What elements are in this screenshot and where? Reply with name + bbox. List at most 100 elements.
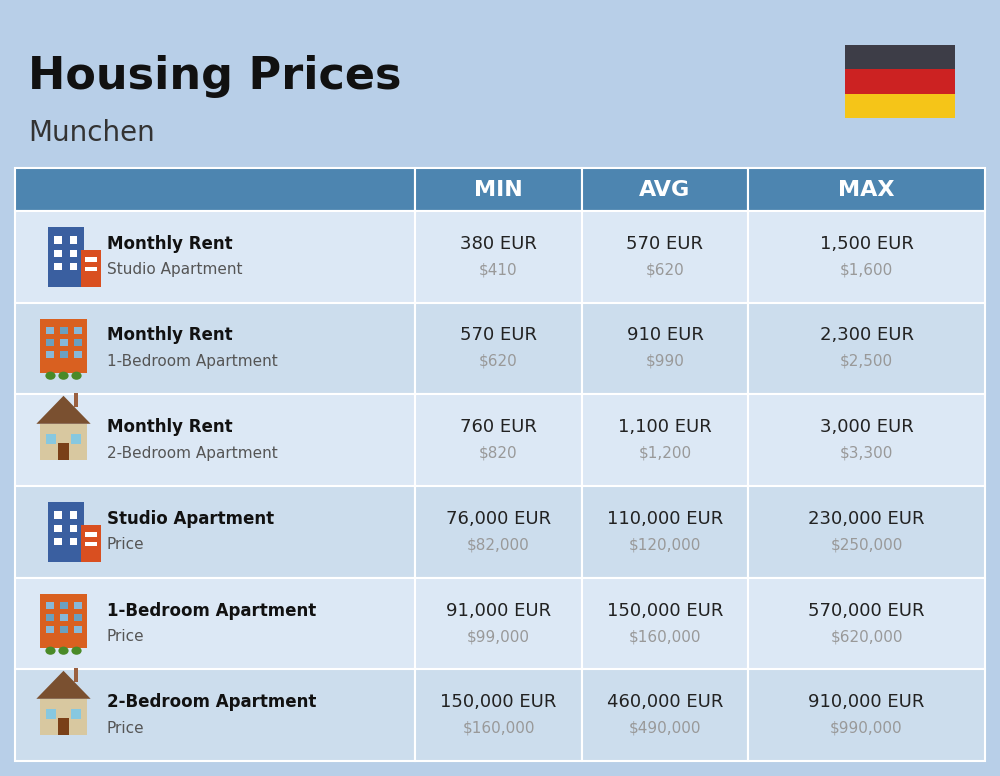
Bar: [845, 94, 955, 118]
Bar: [54, 538, 62, 545]
Text: 460,000 EUR: 460,000 EUR: [607, 693, 723, 711]
Bar: [60, 614, 68, 621]
Bar: [40, 594, 87, 648]
Text: $410: $410: [479, 262, 518, 277]
Text: 150,000 EUR: 150,000 EUR: [607, 601, 723, 619]
Bar: [415, 670, 582, 761]
Bar: [85, 532, 97, 536]
Text: Housing Prices: Housing Prices: [28, 54, 402, 98]
Text: $99,000: $99,000: [467, 629, 530, 644]
Bar: [70, 250, 77, 257]
Bar: [46, 601, 54, 609]
Polygon shape: [36, 670, 91, 698]
Bar: [54, 511, 62, 518]
Bar: [74, 601, 82, 609]
Text: $82,000: $82,000: [467, 537, 530, 553]
Bar: [46, 625, 54, 632]
Bar: [845, 45, 955, 69]
Text: AVG: AVG: [639, 179, 691, 199]
Text: 1,500 EUR: 1,500 EUR: [820, 235, 913, 253]
Ellipse shape: [58, 372, 69, 379]
Bar: [74, 614, 82, 621]
Text: $1,600: $1,600: [840, 262, 893, 277]
Text: Price: Price: [107, 537, 145, 553]
Text: MIN: MIN: [474, 179, 523, 199]
Text: $490,000: $490,000: [629, 721, 701, 736]
Bar: [81, 250, 101, 287]
Text: 1,100 EUR: 1,100 EUR: [618, 418, 712, 436]
Bar: [60, 327, 68, 334]
Bar: [60, 338, 68, 346]
Bar: [748, 303, 985, 394]
Ellipse shape: [58, 646, 69, 655]
Bar: [15, 394, 415, 486]
Bar: [748, 670, 985, 761]
Text: $3,300: $3,300: [840, 445, 893, 461]
Text: Monthly Rent: Monthly Rent: [107, 418, 233, 436]
Bar: [60, 351, 68, 358]
Bar: [46, 708, 56, 719]
Bar: [85, 267, 97, 271]
Bar: [415, 486, 582, 577]
Bar: [71, 708, 81, 719]
Bar: [582, 394, 748, 486]
Text: 570,000 EUR: 570,000 EUR: [808, 601, 925, 619]
Text: $1,200: $1,200: [638, 445, 692, 461]
Bar: [46, 327, 54, 334]
Text: Studio Apartment: Studio Apartment: [107, 510, 274, 528]
Text: $820: $820: [479, 445, 518, 461]
Bar: [85, 257, 97, 262]
Ellipse shape: [71, 646, 82, 655]
Text: $2,500: $2,500: [840, 354, 893, 369]
Text: 2-Bedroom Apartment: 2-Bedroom Apartment: [107, 693, 316, 711]
Text: 110,000 EUR: 110,000 EUR: [607, 510, 723, 528]
Text: 760 EUR: 760 EUR: [460, 418, 537, 436]
Bar: [748, 486, 985, 577]
Text: Munchen: Munchen: [28, 119, 155, 147]
Text: Price: Price: [107, 629, 145, 644]
Bar: [748, 168, 985, 211]
Bar: [60, 625, 68, 632]
Text: $620,000: $620,000: [830, 629, 903, 644]
Bar: [582, 670, 748, 761]
Ellipse shape: [45, 646, 56, 655]
Bar: [40, 698, 87, 735]
Bar: [81, 525, 101, 562]
Bar: [74, 668, 78, 682]
Text: $120,000: $120,000: [629, 537, 701, 553]
Bar: [46, 351, 54, 358]
Text: 3,000 EUR: 3,000 EUR: [820, 418, 913, 436]
Bar: [415, 211, 582, 303]
Text: 230,000 EUR: 230,000 EUR: [808, 510, 925, 528]
Bar: [582, 168, 748, 211]
Bar: [60, 601, 68, 609]
Bar: [415, 168, 582, 211]
Bar: [748, 211, 985, 303]
Bar: [748, 577, 985, 670]
Text: 76,000 EUR: 76,000 EUR: [446, 510, 551, 528]
Bar: [74, 625, 82, 632]
Bar: [70, 538, 77, 545]
Text: 570 EUR: 570 EUR: [626, 235, 704, 253]
Bar: [582, 577, 748, 670]
Bar: [582, 486, 748, 577]
Bar: [54, 263, 62, 270]
Bar: [415, 577, 582, 670]
Bar: [15, 303, 415, 394]
Bar: [54, 237, 62, 244]
Ellipse shape: [71, 372, 82, 379]
Text: 150,000 EUR: 150,000 EUR: [440, 693, 557, 711]
Polygon shape: [36, 396, 91, 424]
Bar: [74, 338, 82, 346]
Text: 91,000 EUR: 91,000 EUR: [446, 601, 551, 619]
Text: 2,300 EUR: 2,300 EUR: [820, 327, 914, 345]
Bar: [74, 327, 82, 334]
Bar: [70, 525, 77, 532]
Text: Monthly Rent: Monthly Rent: [107, 235, 233, 253]
Ellipse shape: [45, 372, 56, 379]
Bar: [845, 69, 955, 94]
Bar: [15, 168, 415, 211]
Bar: [46, 434, 56, 444]
Bar: [85, 542, 97, 546]
Text: $620: $620: [479, 354, 518, 369]
